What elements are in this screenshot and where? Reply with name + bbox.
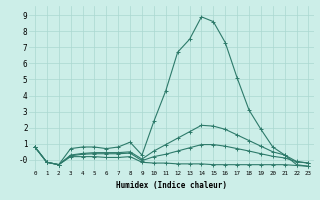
X-axis label: Humidex (Indice chaleur): Humidex (Indice chaleur) (116, 181, 227, 190)
